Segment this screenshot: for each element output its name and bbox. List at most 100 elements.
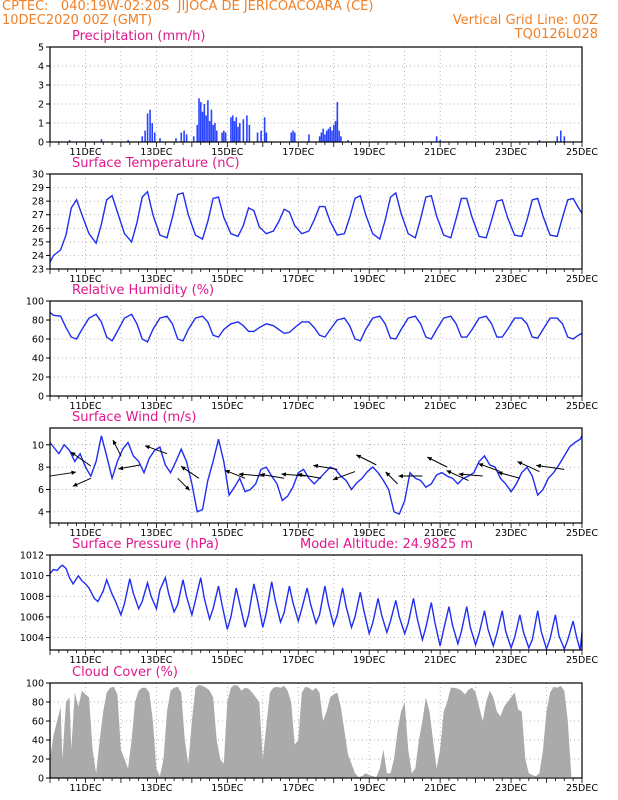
x-tick-label: 15DEC: [211, 401, 243, 412]
precip-bar: [127, 140, 129, 142]
y-tick-label: 3: [38, 81, 44, 92]
precip-bar: [68, 140, 71, 142]
precip-bar: [207, 100, 209, 142]
precip-bar: [221, 132, 223, 142]
y-tick-label: 1012: [20, 551, 44, 562]
precip-bar: [334, 121, 337, 142]
x-tick-label: 19DEC: [353, 528, 385, 539]
wind-arrowhead: [458, 472, 464, 477]
precip-bar: [230, 117, 232, 142]
x-tick-label: 15DEC: [211, 783, 243, 794]
precip-title: Precipitation (mm/h): [72, 29, 205, 44]
x-tick-label: 11DEC: [69, 401, 101, 412]
model-altitude-label: Model Altitude: 24.9825 m: [300, 537, 473, 552]
header-model-code: TQ0126L028: [514, 27, 598, 42]
precip-bar: [231, 115, 234, 142]
precip-bar: [144, 130, 146, 142]
precip-bar: [325, 130, 328, 142]
x-tick-label: 13DEC: [140, 401, 172, 412]
x-tick-label: 23DEC: [495, 274, 527, 285]
precip-bar: [223, 130, 225, 142]
x-tick-label: 23DEC: [495, 655, 527, 666]
wind-title: Surface Wind (m/s): [72, 410, 196, 425]
x-tick-label: 25DEC: [566, 783, 598, 794]
precip-bar: [327, 128, 330, 142]
precip-bar: [185, 134, 188, 142]
precip-bar: [265, 132, 268, 142]
precip-bar: [293, 132, 296, 142]
x-tick-label: 21DEC: [424, 655, 456, 666]
y-tick-label: 1004: [20, 633, 44, 644]
x-tick-label: 17DEC: [282, 401, 314, 412]
y-tick-label: 29: [32, 183, 44, 194]
x-tick-label: 21DEC: [424, 528, 456, 539]
wind-arrowhead: [71, 470, 76, 475]
x-tick-label: 17DEC: [282, 655, 314, 666]
wind-arrowhead: [356, 454, 362, 459]
y-tick-label: 0: [38, 138, 44, 149]
y-tick-label: 2: [38, 100, 44, 111]
y-tick-label: 6: [38, 485, 44, 496]
precip-bar: [199, 102, 202, 142]
y-tick-label: 60: [32, 335, 44, 346]
wind-arrowhead: [446, 470, 452, 475]
wind-arrowhead: [72, 482, 78, 487]
precip-bar: [435, 136, 438, 142]
precip-bar: [224, 132, 227, 142]
x-tick-label: 19DEC: [353, 655, 385, 666]
pressure-frame: [49, 554, 583, 651]
y-tick-label: 23: [32, 265, 44, 276]
rh-title: Relative Humidity (%): [72, 283, 214, 298]
y-tick-label: 4: [38, 62, 44, 73]
cloud-area: [50, 684, 572, 778]
x-tick-label: 11DEC: [69, 783, 101, 794]
y-tick-label: 24: [32, 251, 44, 262]
precip-bar: [235, 117, 238, 142]
x-tick-label: 25DEC: [566, 147, 598, 158]
y-tick-label: 80: [32, 698, 44, 709]
precip-bar: [175, 138, 177, 142]
x-tick-label: 13DEC: [140, 783, 172, 794]
precip-bar: [329, 126, 332, 142]
x-tick-label: 13DEC: [140, 147, 172, 158]
precip-bar: [324, 134, 326, 142]
wind-arrowhead: [478, 463, 484, 468]
x-tick-label: 13DEC: [140, 655, 172, 666]
x-tick-label: 25DEC: [566, 274, 598, 285]
x-tick-label: 23DEC: [495, 147, 527, 158]
wind-line: [49, 435, 583, 516]
x-tick-label: 15DEC: [211, 528, 243, 539]
x-tick-label: 15DEC: [211, 274, 243, 285]
y-tick-label: 60: [32, 717, 44, 728]
x-tick-label: 23DEC: [495, 528, 527, 539]
precip-bar: [100, 139, 103, 142]
y-tick-label: 1010: [20, 571, 44, 582]
precip-bar: [151, 123, 154, 142]
wind-frame: [49, 427, 583, 524]
precip-bar: [559, 130, 562, 142]
pressure-title: Surface Pressure (hPa): [72, 537, 219, 552]
x-tick-label: 11DEC: [69, 274, 101, 285]
x-tick-label: 21DEC: [424, 274, 456, 285]
wind-arrowhead: [112, 439, 117, 445]
y-tick-label: 1008: [20, 592, 44, 603]
precip-bar: [146, 113, 149, 142]
cloud-title: Cloud Cover (%): [72, 665, 178, 680]
precip-bar: [318, 136, 321, 142]
y-tick-label: 0: [38, 774, 44, 785]
x-tick-label: 25DEC: [566, 655, 598, 666]
precip-bar: [237, 126, 239, 142]
temp-title: Surface Temperature (nC): [72, 156, 240, 171]
wind-arrowhead: [185, 485, 190, 491]
precip-bar: [233, 121, 236, 142]
x-tick-label: 19DEC: [353, 401, 385, 412]
precip-bar: [338, 130, 340, 142]
precip-frame: [49, 46, 583, 143]
y-tick-label: 26: [32, 224, 44, 235]
precip-bar: [246, 115, 248, 142]
x-tick-label: 23DEC: [495, 783, 527, 794]
wind-arrowhead: [70, 452, 76, 457]
precip-bar: [292, 130, 294, 142]
precip-bar: [322, 128, 324, 142]
